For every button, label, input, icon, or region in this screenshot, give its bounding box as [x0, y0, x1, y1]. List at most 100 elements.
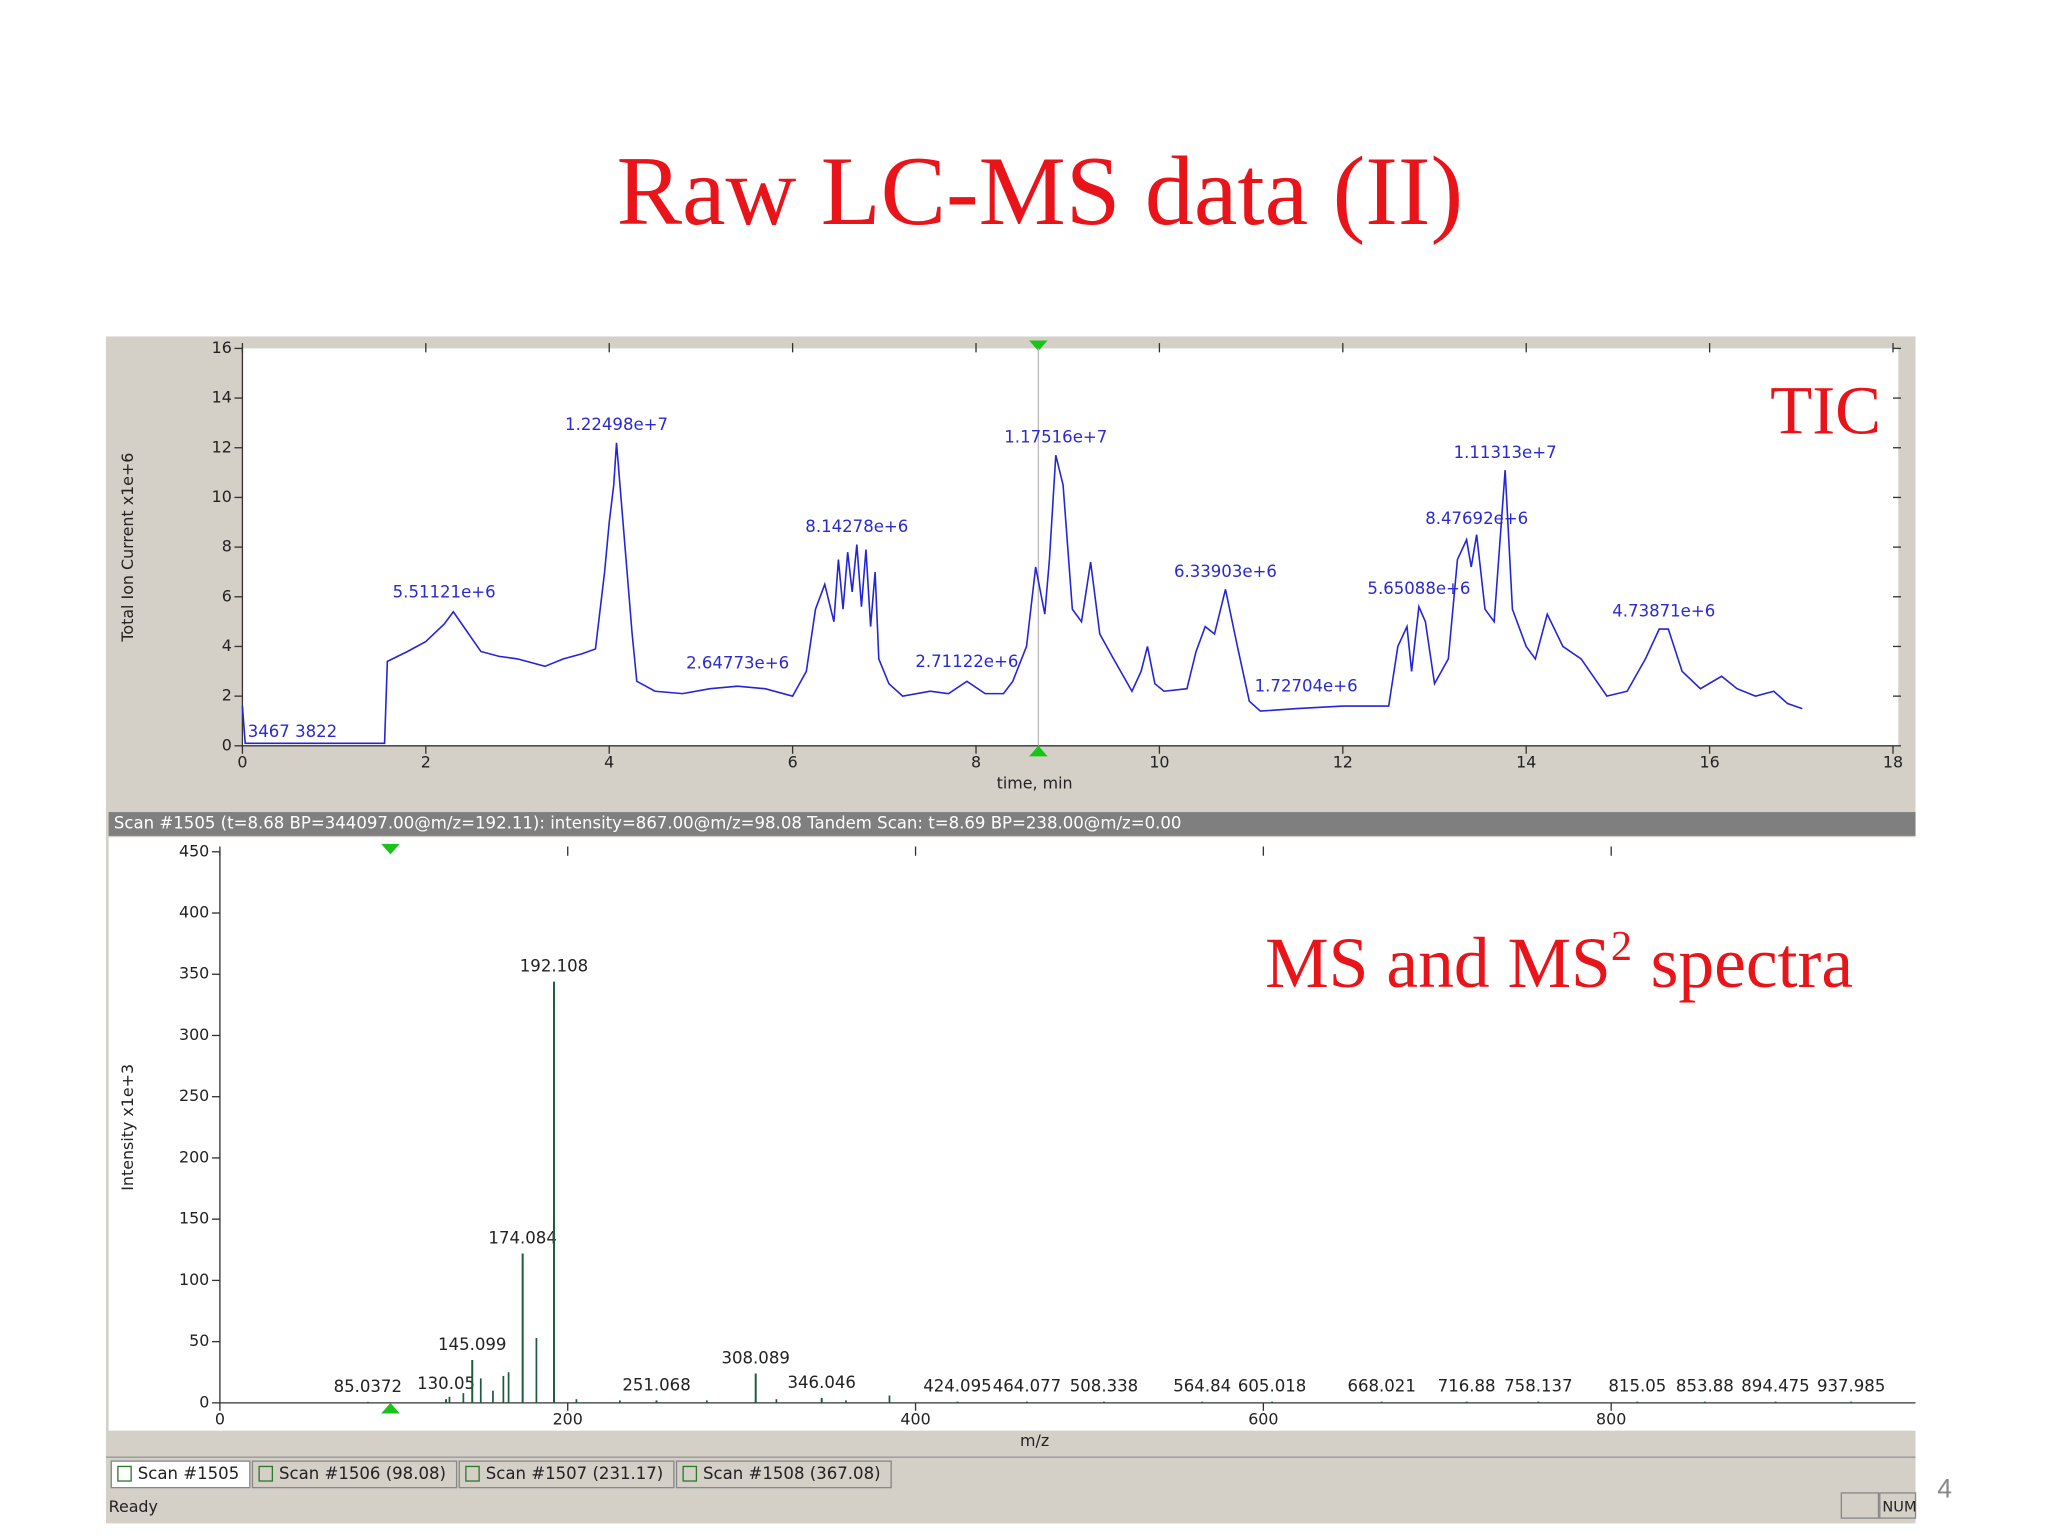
peak-label: 508.338	[1070, 1377, 1138, 1396]
y-tick-label: 0	[199, 1392, 209, 1411]
tab[interactable]: Scan #1507 (231.17)	[458, 1460, 675, 1489]
scan-info: Scan #1505 (t=8.68 BP=344097.00@m/z=192.…	[114, 813, 1182, 832]
y-tick-label: 250	[179, 1086, 209, 1105]
y-tick-label: 14	[212, 388, 232, 407]
tab-label: Scan #1506 (98.08)	[279, 1464, 446, 1483]
peak-label: 1.22498e+7	[565, 415, 668, 434]
x-tick-label: 18	[1883, 753, 1903, 772]
x-tick-label: 0	[215, 1410, 225, 1429]
peak-label: 815.05	[1608, 1377, 1666, 1396]
overlay-label-part: 2	[1611, 923, 1632, 970]
x-tick-label: 6	[788, 753, 798, 772]
peak-label: 8.47692e+6	[1425, 509, 1528, 528]
peak-label: 308.089	[721, 1348, 789, 1367]
tab-frame	[675, 1460, 892, 1489]
tab-frame	[458, 1460, 675, 1489]
x-tick-label: 600	[1248, 1410, 1278, 1429]
y-tick-label: 6	[222, 586, 232, 605]
tab[interactable]: Scan #1508 (367.08)	[675, 1460, 892, 1489]
cursor-marker	[1029, 340, 1048, 352]
x-tick-label: 200	[553, 1410, 583, 1429]
tab-label: Scan #1507 (231.17)	[486, 1464, 664, 1483]
overlay-label-part: TIC	[1770, 372, 1881, 448]
peak-label: 192.108	[520, 957, 588, 976]
x-tick-label: 16	[1700, 753, 1720, 772]
overlay-label: TIC	[1770, 372, 1881, 448]
y-tick-label: 16	[212, 338, 232, 357]
peak-label: 85.0372	[334, 1377, 402, 1396]
num-indicator: NUM	[1882, 1499, 1916, 1516]
status-box	[1879, 1492, 1917, 1519]
tab[interactable]: Scan #1506 (98.08)	[251, 1460, 458, 1489]
x-tick-label: 8	[971, 753, 981, 772]
tic-plot-area	[242, 348, 1899, 746]
y-tick-label: 12	[212, 437, 232, 456]
x-tick-label: 12	[1333, 753, 1353, 772]
x-tick-label: 0	[237, 753, 247, 772]
peak-label: 716.88	[1438, 1377, 1496, 1396]
tic-line	[241, 442, 1803, 745]
peak-label: 937.985	[1817, 1377, 1885, 1396]
x-axis-title: m/z	[1020, 1431, 1049, 1450]
page-number: 4	[1937, 1473, 1952, 1503]
overlay-label: MS and MS2 spectra	[1265, 923, 1853, 1004]
corner-label: 3467 3822	[248, 722, 337, 741]
tab-label: Scan #1508 (367.08)	[703, 1464, 881, 1483]
peak-label: 1.72704e+6	[1255, 677, 1358, 696]
status-box	[1840, 1492, 1880, 1519]
peak-label: 8.14278e+6	[805, 517, 908, 536]
tab-label: Scan #1505	[138, 1464, 239, 1483]
peak-label: 145.099	[438, 1335, 506, 1354]
y-tick-label: 150	[179, 1209, 209, 1228]
tab[interactable]: Scan #1505	[110, 1460, 251, 1489]
tab-frame	[251, 1460, 458, 1489]
x-tick-label: 2	[421, 753, 431, 772]
peak-label: 251.068	[622, 1375, 690, 1394]
peak-label: 5.51121e+6	[393, 583, 496, 602]
tab-frame	[110, 1460, 251, 1489]
peak-label: 174.084	[488, 1228, 556, 1247]
peak-label: 2.64773e+6	[686, 654, 789, 673]
x-tick-label: 800	[1596, 1410, 1626, 1429]
y-tick-label: 100	[179, 1270, 209, 1289]
x-axis-title: time, min	[997, 774, 1073, 793]
y-tick-label: 300	[179, 1025, 209, 1044]
y-tick-label: 400	[179, 903, 209, 922]
x-tick-label: 4	[604, 753, 614, 772]
peak-label: 346.046	[787, 1373, 855, 1392]
peak-label: 1.17516e+7	[1004, 428, 1107, 447]
peak-label: 668.021	[1347, 1377, 1415, 1396]
x-tick-label: 400	[900, 1410, 930, 1429]
overlay-label-part: spectra	[1651, 924, 1854, 1003]
y-tick-label: 450	[179, 841, 209, 860]
peak-label: 130.05	[417, 1374, 475, 1393]
overlay-label-part: MS and MS	[1265, 924, 1611, 1003]
peak-label: 424.095	[923, 1377, 991, 1396]
y-tick-label: 4	[222, 636, 232, 655]
y-tick-label: 2	[222, 686, 232, 705]
tab-icon	[682, 1465, 698, 1482]
peak-label: 564.84	[1173, 1377, 1231, 1396]
peak-label: 853.88	[1676, 1377, 1734, 1396]
status-text: Ready	[109, 1497, 158, 1516]
peak-label: 5.65088e+6	[1367, 579, 1470, 598]
cursor-marker	[1029, 745, 1048, 757]
y-tick-label: 350	[179, 964, 209, 983]
tab-icon	[465, 1465, 480, 1482]
peak-label: 6.33903e+6	[1174, 562, 1277, 581]
peak-label: 2.71122e+6	[915, 652, 1018, 671]
scan-info-bar	[108, 812, 1916, 836]
tab-icon	[117, 1465, 132, 1482]
y-tick-label: 8	[222, 537, 232, 556]
spectrum-panel	[108, 837, 1916, 1431]
y-axis-title: Total Ion Current x1e+6	[118, 453, 137, 643]
y-tick-label: 0	[222, 735, 232, 754]
peak-label: 758.137	[1504, 1377, 1572, 1396]
cursor-marker	[381, 843, 400, 855]
peak-label: 894.475	[1741, 1377, 1809, 1396]
y-tick-label: 200	[179, 1147, 209, 1166]
x-tick-label: 10	[1149, 753, 1169, 772]
y-axis-title: Intensity x1e+3	[118, 1064, 137, 1191]
tab-icon	[258, 1465, 274, 1482]
